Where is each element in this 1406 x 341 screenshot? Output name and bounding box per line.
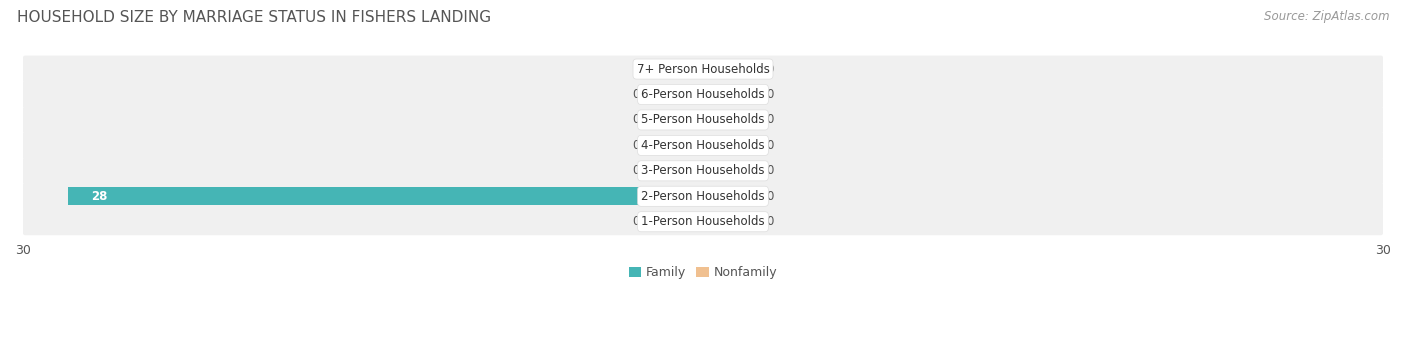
Text: 0: 0	[766, 215, 773, 228]
Bar	[647, 85, 703, 104]
Text: 1-Person Households: 1-Person Households	[641, 215, 765, 228]
Text: 2-Person Households: 2-Person Households	[641, 190, 765, 203]
Bar	[69, 187, 703, 205]
Text: 28: 28	[91, 190, 107, 203]
Text: 0: 0	[766, 190, 773, 203]
Bar	[703, 136, 759, 154]
Text: 0: 0	[633, 62, 640, 76]
FancyBboxPatch shape	[22, 208, 1384, 235]
Bar	[647, 60, 703, 78]
Text: 0: 0	[633, 139, 640, 152]
Bar	[703, 60, 759, 78]
Text: 0: 0	[766, 62, 773, 76]
FancyBboxPatch shape	[22, 132, 1384, 159]
FancyBboxPatch shape	[22, 106, 1384, 133]
Text: 0: 0	[633, 114, 640, 127]
Text: 0: 0	[633, 88, 640, 101]
FancyBboxPatch shape	[22, 81, 1384, 108]
Text: 0: 0	[633, 215, 640, 228]
Bar	[703, 212, 759, 231]
Bar	[703, 162, 759, 180]
Text: 0: 0	[766, 88, 773, 101]
Text: 0: 0	[766, 139, 773, 152]
Bar	[703, 187, 759, 205]
Text: 0: 0	[766, 114, 773, 127]
Bar	[647, 111, 703, 129]
Text: 0: 0	[766, 164, 773, 177]
Text: 4-Person Households: 4-Person Households	[641, 139, 765, 152]
Bar	[647, 162, 703, 180]
FancyBboxPatch shape	[22, 157, 1384, 184]
Bar	[703, 85, 759, 104]
Text: 5-Person Households: 5-Person Households	[641, 114, 765, 127]
Bar	[703, 111, 759, 129]
FancyBboxPatch shape	[22, 183, 1384, 210]
Text: 0: 0	[633, 164, 640, 177]
Legend: Family, Nonfamily: Family, Nonfamily	[624, 261, 782, 284]
Text: 7+ Person Households: 7+ Person Households	[637, 62, 769, 76]
Text: Source: ZipAtlas.com: Source: ZipAtlas.com	[1264, 10, 1389, 23]
Bar	[647, 212, 703, 231]
FancyBboxPatch shape	[22, 56, 1384, 83]
Text: HOUSEHOLD SIZE BY MARRIAGE STATUS IN FISHERS LANDING: HOUSEHOLD SIZE BY MARRIAGE STATUS IN FIS…	[17, 10, 491, 25]
Text: 3-Person Households: 3-Person Households	[641, 164, 765, 177]
Bar	[647, 136, 703, 154]
Text: 6-Person Households: 6-Person Households	[641, 88, 765, 101]
